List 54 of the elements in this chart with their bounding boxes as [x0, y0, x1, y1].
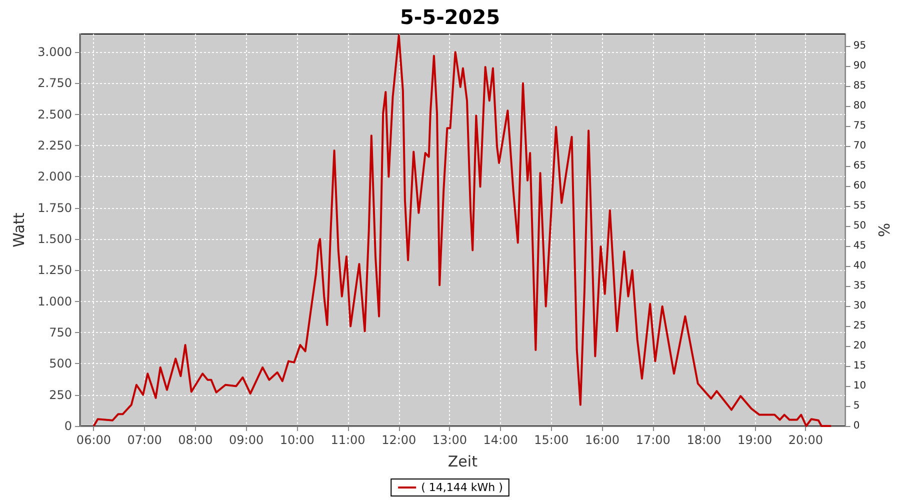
- x-tick-label: 18:00: [686, 433, 722, 447]
- y-tick-label: 2.750: [38, 76, 72, 90]
- y2-tick-label: 10: [853, 380, 866, 392]
- legend-label: ( 14,144 kWh ): [421, 481, 503, 494]
- x-tick-label: 15:00: [534, 433, 569, 447]
- y2-tick-label: 85: [853, 80, 866, 92]
- y2-tick-label: 20: [853, 340, 866, 352]
- y2-tick-label: 70: [853, 140, 866, 152]
- y2-tick-label: 5: [853, 400, 860, 412]
- y2-tick-label: 80: [853, 100, 866, 112]
- y-tick-label: 0: [64, 419, 72, 433]
- chart-title: 5-5-2025: [400, 5, 500, 29]
- x-axis-title: Zeit: [448, 452, 478, 470]
- x-tick-label: 17:00: [636, 433, 670, 447]
- y2-tick-label: 60: [853, 180, 866, 192]
- x-tick-label: 10:00: [280, 433, 314, 447]
- y-tick-label: 1.000: [38, 294, 72, 308]
- x-tick-label: 14:00: [483, 433, 518, 447]
- y2-tick-label: 30: [853, 300, 866, 312]
- y-tick-label: 1.250: [38, 263, 72, 278]
- y2-tick-label: 15: [853, 360, 866, 372]
- y2-tick-label: 95: [853, 40, 866, 52]
- y2-tick-label: 75: [853, 120, 866, 132]
- x-tick-label: 09:00: [229, 433, 264, 447]
- x-tick-label: 08:00: [178, 433, 213, 447]
- y2-tick-label: 65: [853, 160, 866, 172]
- y2-tick-label: 45: [853, 240, 866, 252]
- y-tick-label: 3.000: [38, 45, 72, 60]
- x-tick-label: 12:00: [382, 433, 416, 447]
- y-tick-label: 250: [49, 388, 72, 402]
- x-tick-label: 16:00: [584, 433, 620, 447]
- y-tick-label: 2.500: [38, 107, 72, 122]
- x-tick-label: 20:00: [788, 433, 824, 447]
- y-axis-title: Watt: [10, 212, 28, 248]
- y2-tick-label: 90: [853, 60, 866, 72]
- x-tick-label: 07:00: [127, 433, 162, 447]
- y2-tick-label: 0: [853, 420, 860, 432]
- x-tick-label: 19:00: [738, 433, 772, 447]
- line-series: [92, 34, 832, 427]
- x-tick-label: 06:00: [76, 433, 112, 447]
- x-tick-label: 11:00: [330, 433, 366, 447]
- x-tick-label: 13:00: [432, 433, 468, 447]
- y2-tick-label: 55: [853, 200, 866, 212]
- y2-tick-label: 25: [853, 320, 866, 332]
- y2-tick-label: 35: [853, 280, 866, 292]
- y-tick-label: 500: [49, 356, 72, 371]
- y-tick-label: 750: [49, 326, 72, 340]
- y-tick-label: 2.250: [38, 138, 72, 153]
- y-tick-label: 1.750: [38, 200, 72, 215]
- y-tick-label: 2.000: [38, 170, 72, 184]
- y2-tick-label: 40: [853, 260, 866, 272]
- y-tick-label: 1.500: [38, 232, 72, 246]
- y2-tick-label: 50: [853, 220, 866, 232]
- y2-axis-title: %: [876, 222, 894, 238]
